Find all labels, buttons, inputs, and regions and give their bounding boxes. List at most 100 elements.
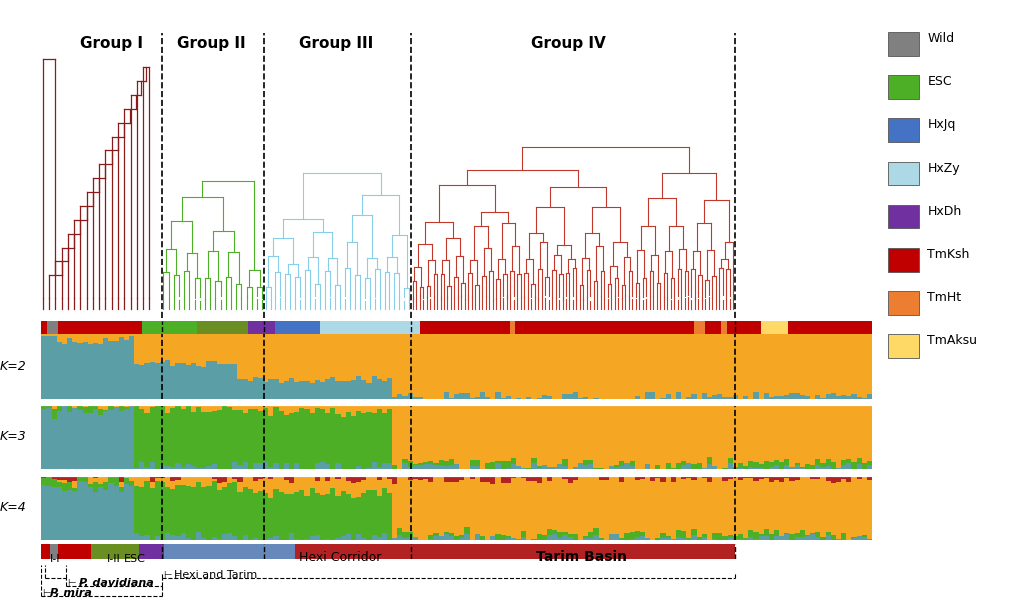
Bar	[578, 463, 583, 469]
Bar	[454, 404, 459, 464]
Bar	[666, 475, 671, 536]
Bar	[46, 404, 52, 408]
Bar	[635, 404, 640, 469]
Bar	[769, 467, 774, 469]
Bar	[206, 466, 212, 469]
Bar	[516, 466, 521, 469]
Bar	[640, 479, 645, 532]
Bar	[531, 463, 537, 469]
Bar	[702, 334, 707, 393]
Bar	[144, 364, 150, 399]
Bar	[150, 475, 155, 482]
Bar	[346, 381, 351, 399]
Bar	[108, 405, 114, 410]
Bar	[764, 536, 769, 540]
Bar	[501, 404, 506, 461]
Bar	[175, 334, 181, 363]
Bar	[310, 536, 315, 540]
Bar	[490, 536, 495, 540]
Bar	[387, 321, 392, 339]
Bar	[175, 363, 181, 399]
Bar	[428, 535, 433, 539]
Bar	[728, 479, 733, 535]
Bar	[165, 476, 170, 487]
Text: Wild: Wild	[928, 32, 955, 45]
Bar	[77, 404, 83, 410]
Bar	[356, 334, 361, 376]
Bar	[676, 530, 681, 537]
Bar	[93, 475, 98, 478]
Bar	[609, 535, 614, 540]
Bar	[743, 396, 748, 399]
Bar	[134, 467, 139, 469]
Bar	[722, 536, 728, 540]
Bar	[335, 475, 341, 479]
Bar	[501, 461, 506, 469]
Bar	[129, 481, 134, 486]
Bar	[53, 321, 58, 339]
Bar	[490, 475, 495, 484]
Bar	[160, 478, 165, 482]
Bar	[733, 475, 738, 536]
Bar	[236, 321, 241, 339]
Bar	[134, 334, 139, 364]
Bar	[633, 321, 638, 339]
Bar	[841, 460, 846, 465]
Bar	[753, 475, 759, 481]
Bar	[795, 334, 800, 392]
Bar	[258, 378, 263, 399]
Bar	[588, 404, 593, 460]
Bar	[284, 463, 289, 469]
Bar	[728, 458, 733, 463]
Bar	[201, 334, 206, 367]
Bar	[181, 409, 186, 467]
Bar	[136, 321, 141, 339]
Bar	[41, 336, 46, 399]
Bar	[542, 466, 547, 469]
Bar	[192, 321, 197, 339]
Bar	[459, 334, 464, 393]
Bar	[320, 321, 326, 339]
Bar	[165, 487, 170, 533]
Bar	[867, 480, 872, 539]
Bar	[820, 476, 826, 538]
Bar	[537, 466, 542, 469]
Bar	[356, 475, 361, 482]
Bar	[526, 397, 531, 399]
Bar	[753, 539, 759, 540]
Bar	[237, 410, 243, 466]
Bar	[129, 475, 134, 476]
Bar	[784, 464, 789, 469]
Bar	[108, 483, 114, 540]
Bar	[72, 475, 77, 481]
Bar	[372, 376, 377, 399]
Bar	[77, 334, 83, 343]
Bar	[372, 535, 377, 540]
Bar	[753, 481, 759, 532]
Bar	[237, 466, 243, 469]
Bar	[459, 321, 465, 339]
Bar	[593, 334, 599, 398]
Bar	[547, 475, 552, 481]
Bar	[485, 397, 490, 399]
Bar	[784, 533, 789, 535]
Bar	[232, 475, 237, 479]
Bar	[439, 404, 444, 460]
Bar	[413, 404, 418, 464]
Bar	[164, 321, 169, 339]
Bar	[289, 484, 294, 494]
Bar	[398, 321, 404, 339]
Bar	[181, 334, 186, 364]
Bar	[815, 404, 820, 460]
Bar	[815, 460, 820, 464]
Bar	[281, 321, 287, 339]
Bar	[511, 475, 516, 478]
Bar	[511, 334, 516, 399]
Bar	[273, 476, 279, 489]
Bar	[831, 334, 836, 392]
Bar	[660, 334, 666, 398]
Bar	[46, 336, 52, 399]
Bar	[114, 475, 119, 477]
Bar	[506, 404, 511, 461]
Bar	[609, 404, 614, 466]
